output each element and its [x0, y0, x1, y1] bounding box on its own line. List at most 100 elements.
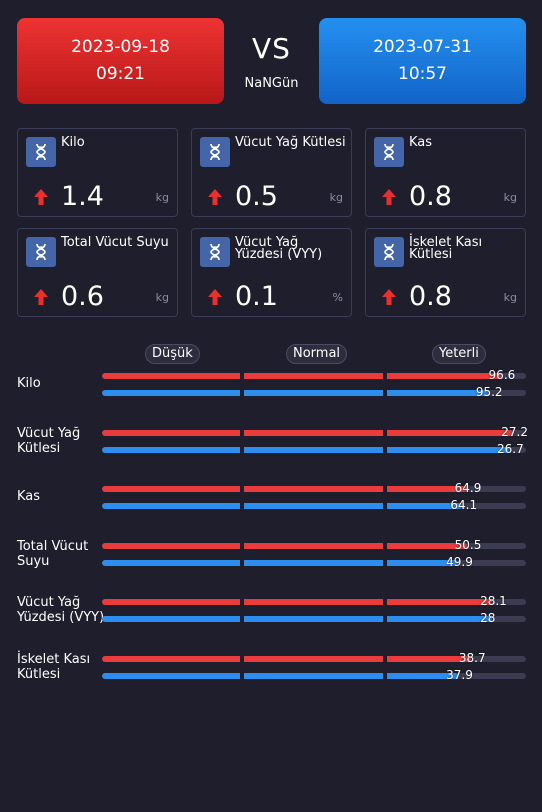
column-header-sufficient: Yeterli: [432, 344, 486, 364]
previous-bar-fill: [102, 673, 459, 679]
metric-unit: %: [332, 291, 343, 304]
previous-bar-value: 37.9: [446, 668, 473, 682]
segment-divider: [383, 373, 387, 379]
current-bar-value: 64.9: [454, 481, 482, 496]
vs-label: VS: [252, 32, 291, 65]
metric-card[interactable]: İskelet Kası Kütlesi 0.8 kg: [365, 228, 526, 317]
previous-bar-track: [102, 390, 526, 396]
metric-value: 0.5: [235, 181, 278, 212]
metric-value: 0.8: [409, 281, 452, 312]
current-time: 09:21: [96, 64, 145, 84]
body-composition-icon: [26, 237, 56, 267]
current-bar-track: [102, 429, 526, 436]
segment-divider: [240, 599, 244, 606]
row-label: İskelet Kası Kütlesi: [17, 652, 91, 682]
current-bar-value: 28.1: [480, 594, 507, 609]
previous-time: 10:57: [398, 64, 447, 84]
current-bar-fill: [102, 429, 514, 436]
metric-label: Total Vücut Suyu: [61, 235, 169, 250]
segment-divider: [240, 390, 244, 396]
row-label: Vücut Yağ Yüzdesi (VYY): [17, 595, 105, 626]
previous-bar-track: [102, 446, 526, 453]
segment-divider: [383, 503, 387, 510]
segment-divider: [240, 446, 244, 453]
metric-card[interactable]: Vücut Yağ Kütlesi 0.5 kg: [191, 128, 352, 217]
segment-divider: [383, 429, 387, 436]
body-composition-icon: [200, 237, 230, 267]
segment-divider: [240, 503, 244, 510]
previous-date-card[interactable]: 2023-07-31 10:57: [319, 18, 526, 104]
previous-bar-fill: [102, 503, 463, 510]
segment-divider: [383, 559, 387, 566]
segment-divider: [383, 656, 387, 662]
metric-card[interactable]: Total Vücut Suyu 0.6 kg: [17, 228, 178, 317]
arrow-up-icon: [34, 189, 48, 205]
metric-value: 0.1: [235, 281, 278, 312]
segment-divider: [383, 616, 387, 623]
metric-card[interactable]: Kas 0.8 kg: [365, 128, 526, 217]
previous-bar-value: 26.7: [497, 441, 524, 456]
segment-divider: [383, 446, 387, 453]
segment-divider: [240, 673, 244, 679]
current-bar-track: [102, 542, 526, 549]
row-label: Kilo: [17, 376, 41, 391]
row-label: Total Vücut Suyu: [17, 538, 89, 569]
current-bar-track: [102, 599, 526, 606]
arrow-up-icon: [208, 189, 222, 205]
previous-bar-fill: [102, 390, 488, 396]
segment-divider: [240, 616, 244, 623]
metric-label: İskelet Kası Kütlesi: [409, 235, 483, 262]
segment-divider: [383, 486, 387, 493]
metric-label: Vücut Yağ Yüzdesi (VYY): [235, 235, 323, 262]
metric-value: 0.6: [61, 281, 104, 312]
segment-divider: [383, 599, 387, 606]
body-composition-icon: [374, 237, 404, 267]
metric-unit: kg: [329, 191, 343, 204]
previous-bar-value: 95.2: [475, 385, 503, 399]
body-composition-icon: [26, 137, 56, 167]
segment-divider: [240, 656, 244, 662]
previous-bar-fill: [102, 616, 493, 623]
metric-label: Kas: [409, 135, 433, 150]
segment-divider: [240, 486, 244, 493]
previous-bar-track: [102, 559, 526, 566]
previous-bar-value: 49.9: [446, 554, 473, 569]
metric-unit: kg: [503, 191, 517, 204]
arrow-up-icon: [382, 189, 396, 205]
segment-divider: [240, 559, 244, 566]
metric-unit: kg: [503, 291, 517, 304]
segment-divider: [383, 390, 387, 396]
segment-divider: [240, 429, 244, 436]
previous-bar-track: [102, 616, 526, 623]
metric-label: Vücut Yağ Kütlesi: [235, 135, 346, 150]
body-composition-icon: [200, 137, 230, 167]
current-bar-fill: [102, 486, 467, 493]
current-bar-value: 38.7: [458, 651, 486, 665]
metric-card[interactable]: Kilo 1.4 kg: [17, 128, 178, 217]
arrow-up-icon: [382, 289, 396, 305]
arrow-up-icon: [208, 289, 222, 305]
segment-divider: [383, 673, 387, 679]
metric-unit: kg: [155, 291, 169, 304]
previous-bar-track: [102, 503, 526, 510]
previous-bar-track: [102, 673, 526, 679]
current-date: 2023-09-18: [71, 37, 170, 57]
previous-bar-fill: [102, 446, 510, 453]
current-bar-fill: [102, 599, 493, 606]
current-date-card[interactable]: 2023-09-18 09:21: [17, 18, 224, 104]
metric-label: Kilo: [61, 135, 85, 150]
current-bar-value: 96.6: [488, 368, 516, 382]
segment-divider: [383, 542, 387, 549]
previous-bar-value: 64.1: [450, 498, 478, 513]
current-bar-value: 50.5: [454, 537, 482, 552]
segment-divider: [240, 542, 244, 549]
column-header-normal: Normal: [286, 344, 348, 364]
metric-unit: kg: [155, 191, 169, 204]
current-bar-fill: [102, 542, 467, 549]
current-bar-track: [102, 656, 526, 662]
metric-card[interactable]: Vücut Yağ Yüzdesi (VYY) 0.1%: [191, 228, 352, 317]
arrow-up-icon: [34, 289, 48, 305]
row-label: Kas: [17, 489, 41, 505]
metric-value: 0.8: [409, 181, 452, 212]
body-composition-icon: [374, 137, 404, 167]
